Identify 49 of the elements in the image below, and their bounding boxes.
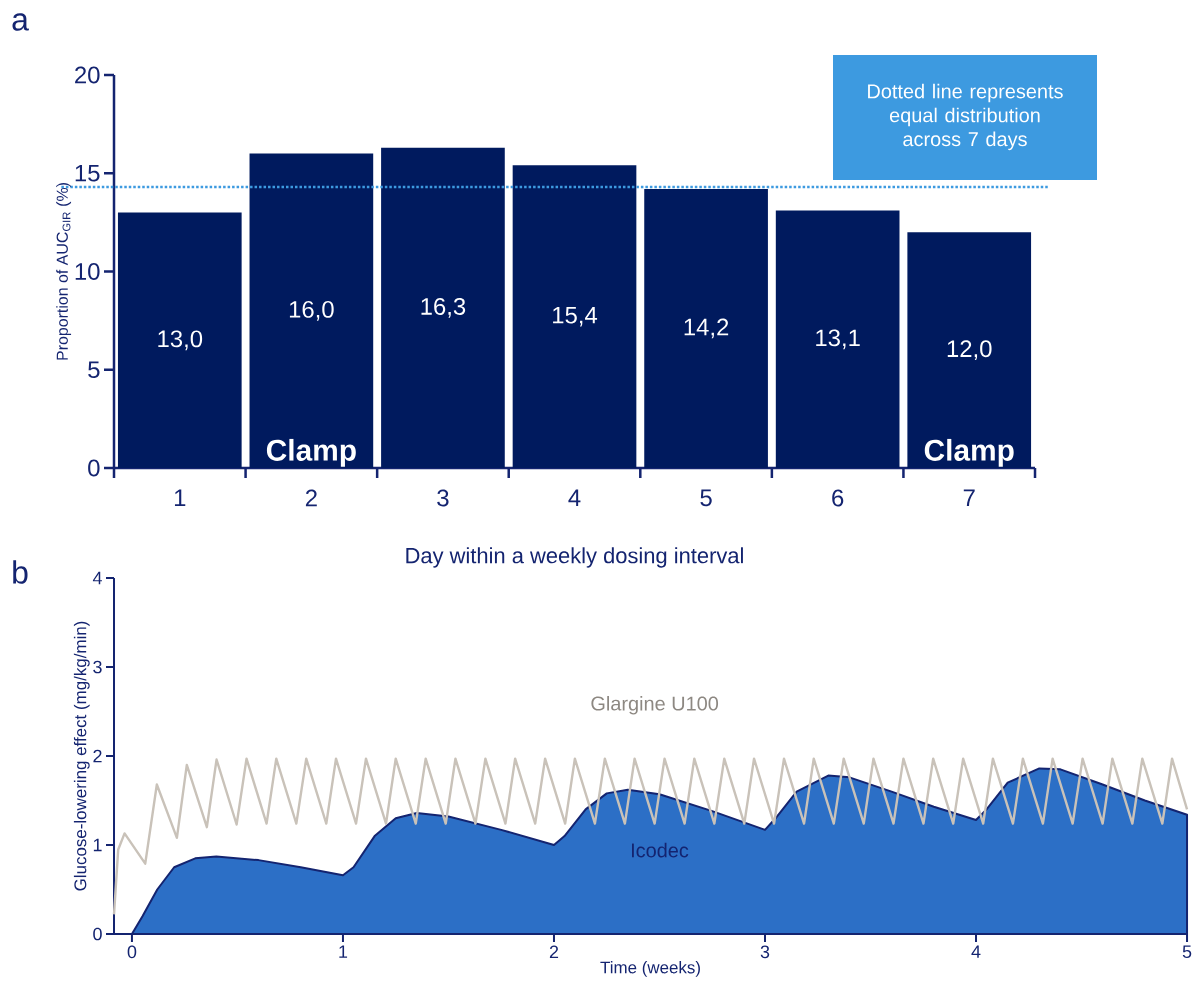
bar — [117, 212, 242, 468]
annotation: Clamp — [266, 438, 356, 467]
bar — [512, 165, 637, 468]
annotation: Clamp — [924, 438, 1014, 467]
y-tick-label: 4 — [92, 571, 102, 585]
line-series — [112, 757, 1189, 916]
data-label: 16,3 — [421, 297, 466, 318]
chart-title: b — [13, 560, 28, 584]
data-label: 13,0 — [158, 330, 203, 351]
y-tick-label: 15 — [75, 164, 100, 182]
text: Glargine U100 — [591, 695, 719, 715]
y-tick-label: 1 — [93, 838, 102, 852]
bar — [381, 147, 505, 468]
y-tick-label: 5 — [88, 361, 100, 379]
chart-title: a — [12, 13, 29, 31]
data-label: 15,4 — [553, 306, 598, 327]
x-tick-label: 2 — [305, 489, 317, 507]
y-axis-title: Proportion of AUC$_{GIR}$ (%) — [56, 183, 72, 360]
x-tick-label: 7 — [963, 489, 975, 506]
x-tick-label: 3 — [760, 945, 770, 959]
x-tick-label: 6 — [832, 489, 844, 507]
x-tick-label: 1 — [339, 945, 348, 958]
x-tick-label: 5 — [700, 489, 712, 507]
bar — [775, 210, 900, 468]
x-tick-label: 1 — [174, 489, 186, 506]
x-tick-label: 3 — [437, 489, 449, 507]
series-label: Icodec — [631, 842, 689, 858]
data-label: 13,1 — [816, 329, 860, 350]
y-tick-label: 0 — [88, 459, 100, 477]
x-tick-label: 4 — [568, 489, 581, 506]
data-label: 12,0 — [947, 340, 992, 360]
x-tick-label: 2 — [549, 945, 559, 959]
y-tick-label: 10 — [75, 263, 100, 280]
ref-line-label: Dotted line represents equal distribution across 7 days — [868, 83, 1063, 151]
bar — [907, 232, 1032, 468]
bar — [249, 153, 374, 468]
x-axis-title: Day within a weekly dosing interval — [406, 547, 743, 568]
x-tick-label: 5 — [1182, 945, 1192, 959]
y-tick-label: 0 — [93, 927, 102, 941]
y-axis-title: Glucose-lowering effect (mg/kg/min) — [73, 621, 90, 891]
x-axis-title: Time (weeks) — [600, 961, 700, 977]
data-label: 14,2 — [684, 318, 729, 339]
x-tick-label: 4 — [971, 945, 981, 958]
y-tick-label: 2 — [93, 749, 102, 763]
data-label: 16,0 — [289, 300, 334, 321]
x-tick-label: 0 — [127, 945, 137, 959]
y-tick-label: 3 — [93, 660, 102, 674]
bar — [644, 188, 768, 468]
y-tick-label: 20 — [75, 66, 100, 84]
